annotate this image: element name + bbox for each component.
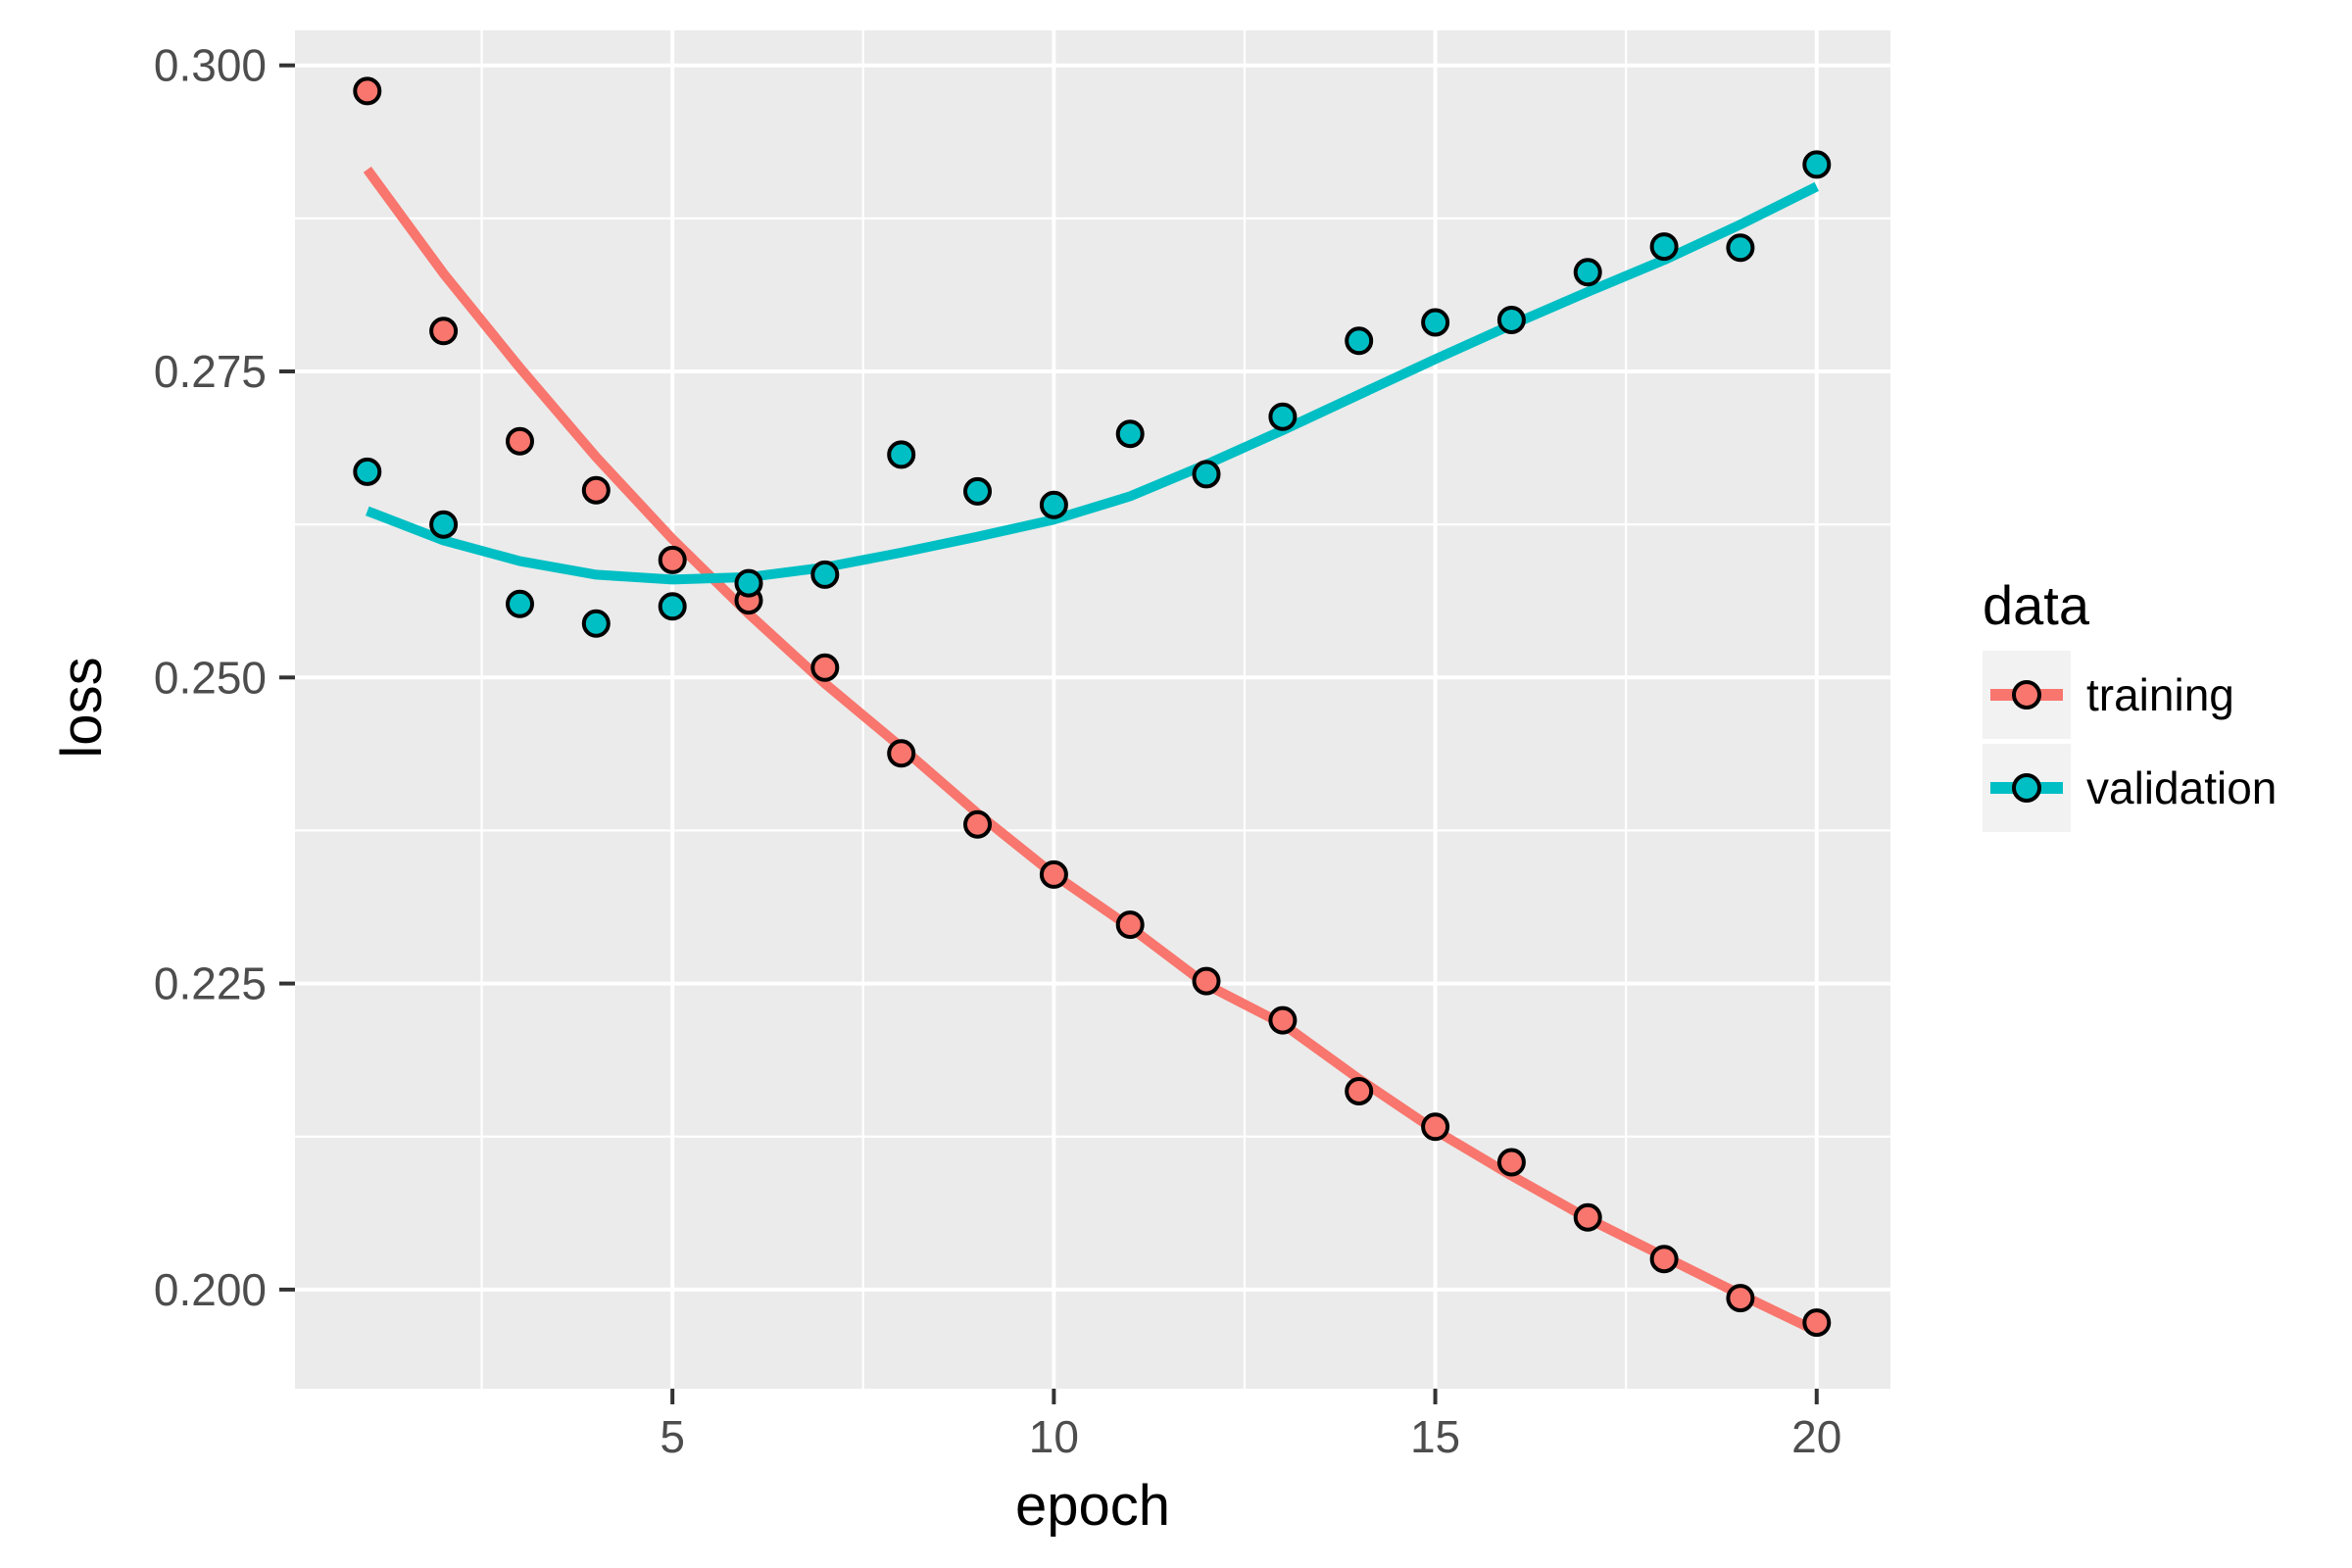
validation-point <box>810 560 840 589</box>
training-point <box>1802 1308 1832 1338</box>
validation-point <box>1115 419 1145 449</box>
training-point <box>581 475 611 505</box>
training-point <box>353 76 382 106</box>
validation-key-point <box>2012 773 2041 803</box>
y-tick-label: 0.250 <box>154 652 267 703</box>
y-tick-label: 0.200 <box>154 1264 267 1315</box>
training-point <box>1345 1077 1374 1105</box>
validation-smooth-line <box>366 181 1820 585</box>
validation-point <box>887 440 916 469</box>
training-point <box>1421 1112 1450 1142</box>
training-key-point <box>2012 680 2041 710</box>
y-tick-label: 0.225 <box>154 958 267 1009</box>
x-tick-label: 15 <box>1410 1411 1460 1462</box>
validation-point <box>658 592 687 621</box>
training-point <box>1268 1005 1298 1035</box>
training-point <box>963 809 992 839</box>
validation-point <box>963 476 992 506</box>
legend-key-training <box>1983 651 2071 739</box>
training-point <box>887 739 916 768</box>
x-axis-title: epoch <box>1014 1474 1171 1538</box>
training-point <box>1496 1148 1526 1177</box>
legend-key-validation <box>1983 744 2071 832</box>
training-point <box>810 653 840 682</box>
legend: data training validation <box>1983 578 2277 837</box>
training-point <box>429 317 459 346</box>
legend-title: data <box>1983 574 2089 636</box>
x-tick-label: 5 <box>660 1411 685 1462</box>
y-tick-label: 0.275 <box>154 346 267 397</box>
panel-background <box>295 30 1890 1389</box>
legend-item-training: training <box>1983 651 2277 739</box>
validation-point <box>429 510 459 539</box>
validation-point <box>1726 233 1755 263</box>
validation-point <box>1802 150 1832 179</box>
validation-point <box>1039 490 1068 519</box>
training-point <box>1726 1284 1755 1313</box>
x-tick-label: 20 <box>1791 1411 1841 1462</box>
training-key-glyph <box>1990 680 2063 710</box>
validation-point <box>1421 308 1450 337</box>
validation-point <box>1345 326 1374 356</box>
validation-point <box>506 589 534 618</box>
validation-point <box>353 457 382 486</box>
training-point <box>1192 966 1221 996</box>
training-point <box>1573 1202 1602 1232</box>
validation-key-glyph <box>1990 773 2063 803</box>
training-point <box>506 426 534 456</box>
legend-item-validation: validation <box>1983 744 2277 832</box>
y-tick-label: 0.300 <box>154 40 267 91</box>
validation-point <box>581 609 611 638</box>
x-tick-label: 10 <box>1029 1411 1079 1462</box>
training-point <box>1649 1245 1679 1274</box>
validation-point <box>1192 460 1221 489</box>
validation-point <box>1496 306 1526 334</box>
validation-point <box>1268 402 1298 431</box>
validation-point <box>1573 258 1602 287</box>
legend-label-validation: validation <box>2086 762 2278 813</box>
validation-point <box>1649 232 1679 262</box>
y-axis-title: loss <box>50 657 114 759</box>
training-point <box>1115 910 1145 940</box>
validation-point <box>734 568 763 598</box>
training-point <box>1039 859 1068 889</box>
legend-label-training: training <box>2086 669 2234 720</box>
training-point <box>658 545 687 574</box>
